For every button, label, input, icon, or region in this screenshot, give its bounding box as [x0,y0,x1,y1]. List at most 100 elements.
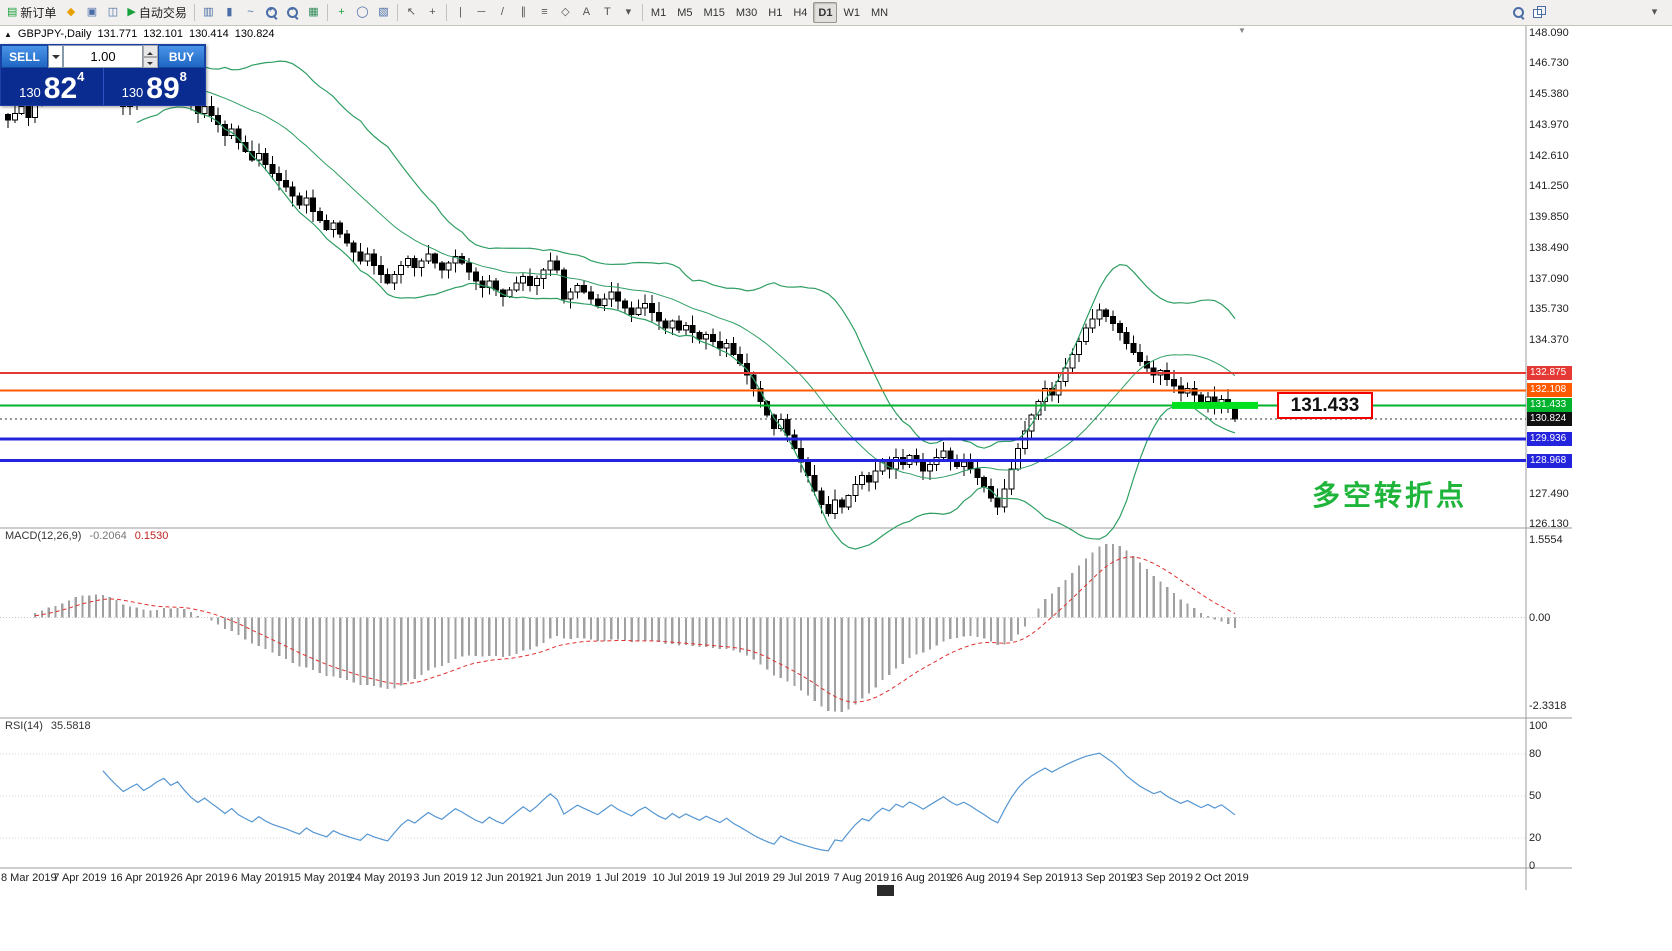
timeframe-button-m15[interactable]: M15 [698,2,729,23]
toolbar-separator [326,4,328,21]
date-axis-label: 10 Jul 2019 [652,872,710,884]
volume-up-button[interactable] [143,45,158,57]
timeframe-button-m5[interactable]: M5 [672,2,697,23]
volume-down-button[interactable] [143,56,158,68]
price-axis-label: 134.370 [1529,333,1569,346]
rsi-value: 35.5818 [50,720,91,732]
date-axis-label: 16 Apr 2019 [110,872,170,884]
buy-price-display[interactable]: 130 89 8 [104,68,206,105]
buy-price-main: 89 [146,72,180,105]
date-axis-label: 23 Sep 2019 [1130,872,1193,884]
turning-point-annotation[interactable]: 多空转折点 [1312,480,1468,511]
cursor-button[interactable]: ↖ [401,2,422,23]
price-axis-label: 145.380 [1529,87,1569,100]
rsi-scale-label: 80 [1529,748,1542,760]
support-highlight-segment[interactable] [1172,401,1258,409]
zoom-in-button[interactable]: + [261,2,282,23]
templates-button[interactable]: ▧ [373,2,394,23]
price-level-tag[interactable]: 131.433 [1527,398,1572,413]
date-axis-label: 2 Oct 2019 [1194,872,1249,884]
macd-signal-line [35,556,1236,703]
line-chart-button[interactable]: ~ [240,2,261,23]
indicators-button[interactable]: + [331,2,352,23]
new-order-button[interactable]: ▤ 新订单 [3,2,60,23]
sell-button[interactable]: SELL [1,45,48,68]
channel-button[interactable]: ∥ [513,2,534,23]
macd-name: MACD(12,26,9) [5,530,82,542]
rsi-line [102,752,1236,852]
buy-price-pip: 8 [179,69,187,84]
rsi-scale-label: 100 [1529,720,1548,732]
vertical-line-button[interactable]: | [450,2,471,23]
tile-windows-button[interactable] [1529,2,1550,23]
rsi-scale-label: 0 [1529,860,1536,872]
trendline-button[interactable]: / [492,2,513,23]
timeframe-button-w1[interactable]: W1 [838,2,865,23]
date-axis-label: 8 Mar 2019 [1,872,57,884]
rsi-scale-label: 50 [1529,790,1542,802]
timeframe-button-m30[interactable]: M30 [731,2,762,23]
text-label-button[interactable]: T [597,2,618,23]
toolbar-separator [193,4,195,21]
channel-icon: ∥ [520,6,527,18]
bar-chart-button[interactable]: ▥ [198,2,219,23]
macd-main-value: -0.2064 [89,530,127,542]
toolbar-overflow-button[interactable]: ▾ [1644,2,1665,23]
timeframe-button-h4[interactable]: H4 [788,2,812,23]
timeframe-button-mn[interactable]: MN [866,2,893,23]
autotrading-button[interactable]: ▶ 自动交易 [123,2,190,23]
volume-input[interactable] [63,45,143,68]
mql-icon: ◆ [66,6,76,18]
horizontal-line-button[interactable]: ─ [471,2,492,23]
fibonacci-button[interactable]: ≡ [534,2,555,23]
periods-button[interactable]: ◯ [352,2,373,23]
search-button[interactable] [1508,2,1529,23]
candlestick-series [5,60,1238,520]
price-level-tag[interactable]: 132.108 [1527,383,1572,398]
date-axis-label: 3 Jun 2019 [413,872,468,884]
price-level-tag[interactable]: 129.936 [1527,431,1572,446]
cursor-icon: ↖ [406,6,417,18]
indicators-icon: + [338,6,345,18]
shapes-button[interactable]: ◇ [555,2,576,23]
timeframe-button-d1[interactable]: D1 [813,2,838,23]
candle-chart-button[interactable]: ▮ [219,2,240,23]
buy-button[interactable]: BUY [158,45,205,68]
price-level-tag[interactable]: 128.968 [1527,453,1572,468]
timeframe-group: M1 M5 M15 M30 H1 H4 D1 W1 MN [646,2,893,23]
trendline-icon: / [500,6,504,18]
zoom-out-button[interactable]: − [282,2,303,23]
level-annotation-box[interactable]: 131.433 [1277,392,1373,419]
text-tool-button[interactable]: A [576,2,597,23]
crosshair-button[interactable]: + [422,2,443,23]
mql-market-button[interactable]: ◆ [60,2,81,23]
date-axis-label: 7 Apr 2019 [53,872,107,884]
date-axis-label: 7 Aug 2019 [833,872,890,884]
profiles-button[interactable]: ◫ [102,2,123,23]
chart-shift-marker-icon[interactable]: ▼ [1238,26,1246,35]
macd-indicator-label: MACD(12,26,9) -0.2064 0.1530 [5,530,168,542]
price-level-tag[interactable]: 132.875 [1527,366,1572,381]
autotrading-play-icon: ▶ [127,6,136,18]
timeframe-button-h1[interactable]: H1 [763,2,787,23]
price-axis-label: 139.850 [1529,211,1569,224]
price-axis-label: 126.130 [1529,518,1569,530]
rsi-indicator-label: RSI(14) 35.5818 [5,720,91,732]
date-axis-label: 15 May 2019 [288,872,353,884]
timeframe-button-m1[interactable]: M1 [646,2,671,23]
main-toolbar: ▤ 新订单 ◆ ▣ ◫ ▶ 自动交易 ▥ ▮ ~ + − ▦ + ◯ ▧ ↖ +… [0,0,1672,26]
grid-button[interactable]: ▦ [303,2,324,23]
hscrollbar-thumb[interactable] [877,885,894,896]
order-type-dropdown[interactable] [48,45,63,68]
draw-tools-dropdown[interactable]: ▾ [618,2,639,23]
crosshair-icon: + [429,6,436,18]
price-axis-label: 138.490 [1529,241,1569,254]
volume-spinner [143,45,158,68]
sell-price-display[interactable]: 130 82 4 [1,68,104,105]
collapse-icon[interactable]: ▲ [4,29,12,39]
text-tool-icon: A [582,6,591,18]
sell-price-prefix: 130 [19,85,41,100]
price-axis-label: 135.730 [1529,303,1569,316]
charts-window-button[interactable]: ▣ [81,2,102,23]
